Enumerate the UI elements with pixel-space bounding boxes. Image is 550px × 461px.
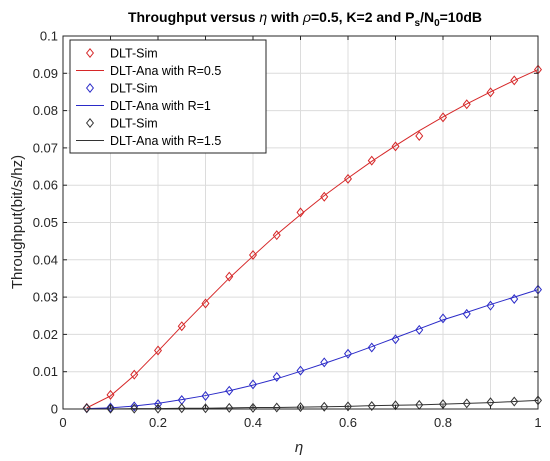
y-tick-label: 0.06	[33, 178, 58, 193]
y-tick-label: 0.08	[33, 103, 58, 118]
data-point	[320, 191, 329, 202]
data-point	[272, 371, 281, 382]
data-point	[82, 402, 91, 413]
data-point	[415, 324, 424, 335]
data-point	[272, 230, 281, 241]
legend-marker-swatch	[85, 47, 95, 59]
data-point	[225, 385, 234, 396]
ticks: 0 0.2 0.4 0.6 0.8 1 0 0.01 0.02 0.03 0.04 0.05 0.06 0…	[33, 29, 542, 431]
series-line-5	[86, 399, 539, 410]
data-point	[391, 141, 400, 152]
data-point	[367, 401, 376, 412]
data-point	[130, 403, 139, 414]
series-line-3	[86, 289, 539, 410]
title-sub-s: s	[415, 18, 421, 29]
title-rho: ρ	[302, 9, 311, 25]
data-point	[248, 379, 258, 390]
data-point	[343, 348, 353, 359]
data-point	[225, 271, 234, 282]
title-middle: with	[267, 9, 303, 25]
legend-entry-label: DLT-Ana with R=1.5	[110, 134, 221, 148]
data-point	[391, 334, 400, 345]
title-prefix: Throughput versus	[128, 9, 259, 25]
data-point	[177, 403, 186, 414]
data-point	[201, 390, 210, 401]
data-point	[296, 402, 305, 413]
data-point	[320, 401, 329, 412]
data-point	[462, 398, 471, 409]
legend-entry-label: DLT-Sim	[110, 82, 158, 96]
legend-entry-label: DLT-Sim	[110, 117, 158, 131]
series-markers-2	[82, 284, 543, 414]
legend-marker-swatch	[85, 117, 95, 129]
series-line-1	[86, 69, 539, 409]
title-suffix1: =0.5, K=2 and P	[311, 9, 415, 25]
title-slash: /N	[420, 9, 434, 25]
y-tick-label: 0.03	[33, 290, 58, 305]
data-point	[462, 308, 471, 319]
title-sub-0: 0	[434, 18, 440, 29]
data-point	[153, 403, 163, 414]
legend-entry-label: DLT-Sim	[110, 47, 158, 61]
data-point	[82, 403, 91, 414]
data-point	[367, 155, 376, 166]
x-tick-label: 0	[59, 415, 66, 430]
data-point	[248, 402, 258, 413]
data-point	[177, 321, 186, 332]
data-point	[438, 313, 448, 324]
y-tick-label: 0	[51, 402, 58, 417]
y-tick-label: 0.01	[33, 364, 58, 379]
y-tick-label: 0.02	[33, 327, 58, 342]
title-suffix2: =10dB	[440, 9, 482, 25]
x-tick-label: 0.4	[244, 415, 262, 430]
data-point	[201, 298, 210, 309]
x-tick-label: 0.6	[339, 415, 357, 430]
data-point	[510, 396, 519, 407]
y-tick-label: 0.09	[33, 66, 58, 81]
legend: DLT-Sim DLT-Ana with R=0.5 DLT-Sim DLT-Ana …	[69, 39, 267, 154]
data-point	[343, 173, 353, 184]
chart-title: Throughput versus η with ρ=0.5, K=2 and …	[128, 9, 482, 29]
legend-marker-swatch	[85, 82, 95, 94]
data-point	[343, 401, 353, 412]
legend-entry-label: DLT-Ana with R=0.5	[110, 64, 221, 78]
x-tick-label: 1	[534, 415, 541, 430]
data-point	[130, 401, 139, 412]
data-point	[225, 402, 234, 413]
y-tick-label: 0.05	[33, 215, 58, 230]
data-point	[201, 403, 210, 414]
y-tick-label: 0.04	[33, 252, 58, 267]
legend-box	[69, 39, 267, 154]
data-point	[106, 403, 115, 414]
legend-entry-label: DLT-Ana with R=1	[110, 99, 211, 113]
data-point	[320, 357, 329, 368]
y-tick-label: 0.1	[40, 29, 58, 44]
x-tick-label: 0.8	[434, 415, 452, 430]
data-point	[272, 402, 281, 413]
y-tick-label: 0.07	[33, 140, 58, 155]
y-axis-label: Throughput(bit/s/hz)	[9, 155, 26, 289]
x-tick-label: 0.2	[149, 415, 167, 430]
title-eta: η	[259, 9, 267, 25]
data-point	[296, 207, 305, 218]
data-point	[415, 130, 424, 141]
data-point	[296, 365, 305, 376]
x-axis-label: η	[295, 439, 303, 456]
data-point	[106, 402, 115, 413]
